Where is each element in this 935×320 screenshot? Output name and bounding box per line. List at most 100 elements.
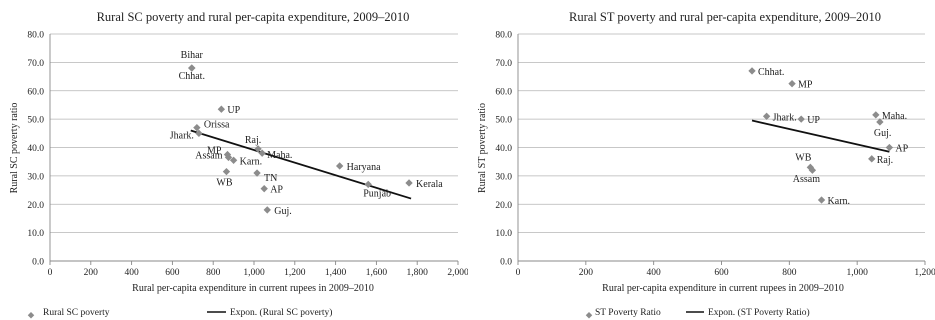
data-label: WB <box>216 178 232 189</box>
x-tick-label: 0 <box>48 268 53 278</box>
x-tick-label: 1,000 <box>846 268 868 278</box>
x-tick-label: 2,000 <box>447 268 468 278</box>
legend: Rural SC poverty Expon. (Rural SC povert… <box>27 307 332 319</box>
data-label: Assam <box>793 174 820 185</box>
y-tick-label: 20.0 <box>27 201 44 211</box>
data-point <box>193 123 201 132</box>
y-tick-label: 20.0 <box>495 201 512 211</box>
data-label: Maha. <box>267 150 292 161</box>
y-tick-label: 70.0 <box>27 59 44 69</box>
x-tick-label: 0 <box>516 268 521 278</box>
data-label: Raj. <box>245 135 261 146</box>
data-label: Orissa <box>204 120 230 131</box>
y-tick-label: 10.0 <box>27 229 44 239</box>
data-label: Kerala <box>416 179 443 190</box>
x-tick-label: 1,200 <box>914 268 935 278</box>
data-label: AP <box>270 185 283 196</box>
st-poverty-chart-panel: Rural ST poverty and rural per-capita ex… <box>468 0 935 320</box>
y-tick-label: 50.0 <box>495 116 512 126</box>
y-tick-label: 0.0 <box>32 258 44 268</box>
y-tick-label: 0.0 <box>500 258 512 268</box>
x-tick-label: 600 <box>165 268 180 278</box>
x-tick-label: 400 <box>647 268 662 278</box>
data-label: Jhark. <box>170 130 194 141</box>
data-point <box>876 118 884 126</box>
y-axis-label: Rural SC poverty ratio <box>9 103 20 194</box>
x-axis-label: Rural per-capita expenditure in current … <box>132 283 374 294</box>
data-point <box>260 184 268 193</box>
data-label: Chhat. <box>758 67 784 78</box>
data-label: TN <box>264 173 277 184</box>
y-tick-label: 30.0 <box>495 172 512 182</box>
x-tick-label: 1,000 <box>243 268 265 278</box>
data-label: UP <box>807 115 820 126</box>
y-tick-label: 50.0 <box>27 116 44 126</box>
plot-area: 0.0 10.0 20.0 30.0 40.0 50.0 60.0 70.0 80.0 0 200 4… <box>495 31 935 279</box>
x-tick-label: 200 <box>579 268 594 278</box>
y-tick-label: 70.0 <box>495 59 512 69</box>
sc-poverty-chart-panel: Rural SC poverty and rural per-capita ex… <box>9 10 468 319</box>
data-point <box>254 145 262 153</box>
data-point <box>885 143 894 152</box>
x-tick-label: 1,600 <box>366 268 388 278</box>
chart-title: Rural SC poverty and rural per-capita ex… <box>97 10 410 24</box>
x-tick-label: 1,200 <box>284 268 306 278</box>
y-tick-label: 30.0 <box>27 172 44 182</box>
data-point <box>217 105 226 113</box>
data-point <box>817 196 826 204</box>
data-point <box>224 153 233 162</box>
legend-label-points: Rural SC poverty <box>43 308 110 318</box>
data-point <box>748 67 756 75</box>
data-label: Haryana <box>347 162 381 173</box>
data-point <box>336 162 344 170</box>
y-tick-label: 80.0 <box>27 31 44 41</box>
st-poverty-chart: Rural ST poverty and rural per-capita ex… <box>477 10 935 319</box>
chart-title: Rural ST poverty and rural per-capita ex… <box>569 10 881 24</box>
data-point <box>797 115 805 123</box>
data-point <box>364 180 372 189</box>
data-label: Chhat. <box>179 71 205 82</box>
y-tick-label: 80.0 <box>495 31 512 41</box>
legend: ST Poverty Ratio Expon. (ST Poverty Rati… <box>585 307 810 319</box>
data-point <box>195 129 203 137</box>
legend-marker-points <box>585 312 593 319</box>
data-label: Bihar <box>181 50 204 61</box>
legend-label-trend: Expon. (ST Poverty Ratio) <box>708 307 810 318</box>
data-label: Karn. <box>828 196 851 207</box>
y-axis-label: Rural ST poverty ratio <box>477 103 488 193</box>
legend-label-points: ST Poverty Ratio <box>595 308 661 318</box>
data-point <box>868 155 876 163</box>
trend-line <box>190 129 412 200</box>
data-point <box>253 169 261 177</box>
x-axis-label: Rural per-capita expenditure in current … <box>602 283 844 294</box>
x-tick-label: 1,800 <box>407 268 429 278</box>
data-point <box>222 167 231 176</box>
data-point <box>258 149 266 157</box>
y-tick-label: 60.0 <box>27 87 44 97</box>
data-label: Maha. <box>882 111 907 122</box>
data-point <box>263 206 271 214</box>
data-label: Punjab <box>363 188 391 199</box>
y-tick-label: 40.0 <box>27 144 44 154</box>
legend-label-trend: Expon. (Rural SC poverty) <box>230 307 332 318</box>
data-label: WB <box>795 152 811 163</box>
x-tick-label: 200 <box>84 268 99 278</box>
data-label: AP <box>895 144 908 155</box>
data-label: Jhark. <box>773 112 797 123</box>
data-label: Raj. <box>877 155 893 166</box>
data-point <box>229 156 238 164</box>
data-label: Guj. <box>274 206 292 217</box>
data-label: MP <box>207 146 222 157</box>
y-tick-label: 10.0 <box>495 229 512 239</box>
data-label: Karn. <box>240 156 263 167</box>
trend-line <box>751 119 890 153</box>
x-tick-label: 600 <box>714 268 729 278</box>
plot-area: 0.0 10.0 20.0 30.0 40.0 50.0 60.0 70.0 80.0 0 200 4… <box>27 31 468 279</box>
data-point <box>872 111 880 119</box>
x-tick-label: 800 <box>206 268 221 278</box>
data-label: MP <box>798 80 813 91</box>
data-label: Guj. <box>874 128 892 139</box>
data-label: Assam <box>195 150 222 161</box>
x-tick-label: 1,400 <box>325 268 347 278</box>
y-tick-label: 60.0 <box>495 87 512 97</box>
